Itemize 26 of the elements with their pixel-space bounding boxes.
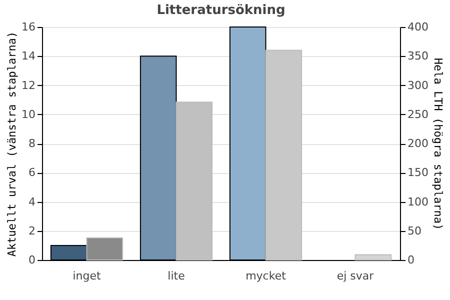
chart-title: Litteratursökning <box>156 3 286 18</box>
y-tick-label: 4 <box>28 195 36 208</box>
y-tick-label: 2 <box>28 224 36 238</box>
y-tick-label: 8 <box>28 137 36 150</box>
y-tick-label: 10 <box>22 108 36 121</box>
bar <box>354 254 392 260</box>
y-tick-label: 12 <box>22 78 36 92</box>
x-tick-label: inget <box>72 270 102 282</box>
y-axis-title: Aktuellt urval (vänstra staplarna) <box>6 31 19 257</box>
y2-tick-label: 250 <box>408 108 428 121</box>
x-tick-label: lite <box>168 270 186 282</box>
x-tick-label: mycket <box>246 270 287 282</box>
y2-axis-title: Hela LTH (högra staplarna) <box>431 58 444 230</box>
x-tick-label: ej svar <box>336 270 374 282</box>
y2-tick-label: 300 <box>408 78 428 92</box>
y2-tick-label: 50 <box>408 224 422 238</box>
y2-tick-label: 350 <box>408 50 428 63</box>
y2-tick-label: 0 <box>408 254 414 266</box>
y-tick-label: 14 <box>22 50 36 63</box>
y2-tick-label: 150 <box>408 166 428 180</box>
y2-tick-label: 400 <box>408 20 428 34</box>
y-tick-label: 0 <box>28 254 36 266</box>
y-tick-label: 6 <box>28 166 36 180</box>
y-tick-label: 16 <box>22 20 36 34</box>
y2-tick-label: 100 <box>408 195 428 208</box>
y2-tick-label: 200 <box>408 137 428 150</box>
